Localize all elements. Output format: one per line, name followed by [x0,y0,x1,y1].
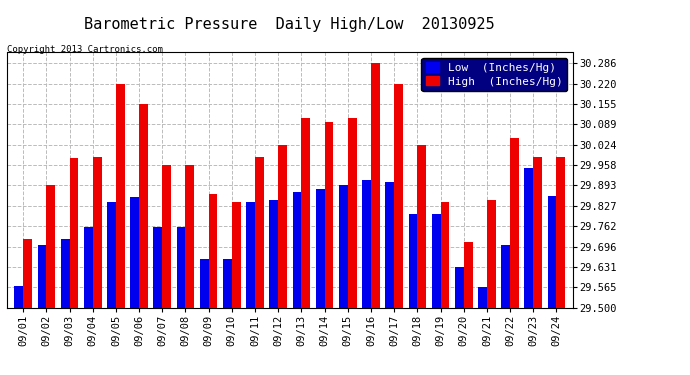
Bar [455,267,464,308]
Bar [556,157,565,308]
Bar [92,157,101,308]
Bar [162,165,171,308]
Bar [548,195,556,308]
Bar [324,123,333,308]
Text: Copyright 2013 Cartronics.com: Copyright 2013 Cartronics.com [7,45,163,54]
Bar [186,165,195,308]
Bar [371,63,380,308]
Bar [232,202,241,308]
Bar [153,226,162,308]
Bar [177,226,186,308]
Bar [116,84,125,308]
Bar [408,214,417,308]
Bar [269,200,278,308]
Bar [348,118,357,308]
Legend: Low  (Inches/Hg), High  (Inches/Hg): Low (Inches/Hg), High (Inches/Hg) [422,58,567,91]
Bar [302,118,310,308]
Bar [37,245,46,308]
Bar [46,185,55,308]
Bar [316,189,324,308]
Bar [278,144,287,308]
Bar [524,168,533,308]
Bar [223,259,232,308]
Bar [487,200,495,308]
Bar [246,202,255,308]
Bar [440,202,449,308]
Bar [394,84,403,308]
Bar [293,192,302,308]
Bar [14,286,23,308]
Bar [510,138,519,308]
Bar [417,144,426,308]
Bar [200,259,208,308]
Bar [23,239,32,308]
Bar [362,180,371,308]
Bar [84,226,92,308]
Bar [61,239,70,308]
Bar [208,194,217,308]
Bar [385,182,394,308]
Bar [107,202,116,308]
Bar [432,214,440,308]
Bar [501,245,510,308]
Bar [70,158,79,308]
Bar [139,104,148,308]
Bar [339,184,348,308]
Bar [464,242,473,308]
Bar [533,157,542,308]
Bar [255,157,264,308]
Bar [130,197,139,308]
Text: Barometric Pressure  Daily High/Low  20130925: Barometric Pressure Daily High/Low 20130… [84,17,495,32]
Bar [478,287,487,308]
